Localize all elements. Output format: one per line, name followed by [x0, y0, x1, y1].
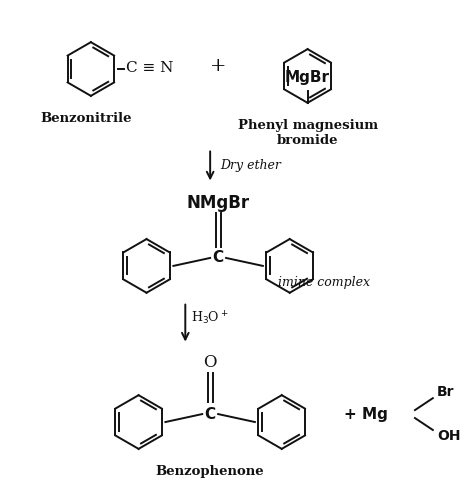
Text: C: C — [212, 250, 224, 265]
Text: Benzonitrile: Benzonitrile — [40, 112, 132, 125]
Text: O: O — [203, 354, 217, 371]
Text: C ≡ N: C ≡ N — [126, 61, 173, 75]
Text: MgBr: MgBr — [285, 70, 330, 85]
Text: Benzophenone: Benzophenone — [156, 465, 264, 478]
Text: + Mg: + Mg — [345, 407, 388, 421]
Text: C: C — [205, 407, 216, 421]
Text: NMgBr: NMgBr — [187, 194, 250, 212]
Text: Phenyl magnesium
bromide: Phenyl magnesium bromide — [237, 119, 378, 147]
Text: Br: Br — [437, 385, 454, 399]
Text: Dry ether: Dry ether — [220, 160, 281, 172]
Text: +: + — [210, 57, 227, 75]
Text: OH: OH — [437, 429, 460, 443]
Text: imine complex: imine complex — [278, 276, 370, 289]
Text: H$_3$O$^+$: H$_3$O$^+$ — [191, 310, 228, 327]
